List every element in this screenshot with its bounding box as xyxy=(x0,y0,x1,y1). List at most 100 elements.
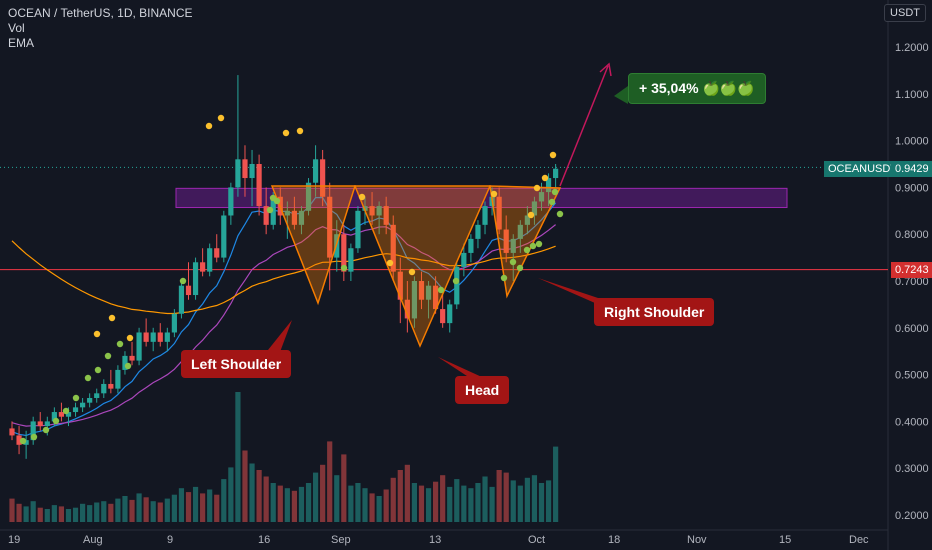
candle-body xyxy=(517,224,523,239)
candle xyxy=(312,145,319,197)
buy-signal-dot xyxy=(340,264,348,272)
candle xyxy=(369,192,375,225)
volume-bar xyxy=(115,498,121,522)
buy-signal-dot xyxy=(556,210,564,218)
x-tick-label: 13 xyxy=(429,534,441,546)
target-arrow-head xyxy=(599,62,612,77)
volume-bar xyxy=(496,470,502,522)
sell-signal-dot xyxy=(541,174,549,182)
candle xyxy=(291,196,297,230)
candle-body xyxy=(23,440,29,445)
buy-signal-dot xyxy=(72,394,80,402)
volume-bar xyxy=(256,470,262,522)
candle xyxy=(348,243,354,281)
candle-body xyxy=(418,281,425,300)
x-tick-label: Aug xyxy=(83,534,103,546)
symbol-title: OCEAN / TetherUS, 1D, BINANCE xyxy=(8,6,193,20)
candle xyxy=(157,323,163,347)
candle xyxy=(30,416,36,445)
candle xyxy=(150,327,156,352)
volume-bar xyxy=(207,489,213,522)
candle xyxy=(235,75,241,197)
candle-body xyxy=(538,192,545,202)
candle xyxy=(545,173,552,207)
buy-signal-dot xyxy=(179,277,187,285)
candle-body xyxy=(553,168,559,179)
buy-signal-dot xyxy=(548,198,556,206)
y-tick-label: 0.2000 xyxy=(895,510,929,522)
volume-bar xyxy=(51,505,57,522)
sell-signal-dot xyxy=(533,184,541,192)
candle-body xyxy=(524,215,530,225)
candle-body xyxy=(228,187,234,216)
buy-signal-dot xyxy=(529,242,537,250)
buy-signal-dot xyxy=(509,258,517,266)
candle-body xyxy=(150,332,156,342)
candle-body xyxy=(115,369,121,389)
candle xyxy=(397,257,403,324)
candle-body xyxy=(87,398,93,403)
volume-bar xyxy=(312,472,319,522)
candle-body xyxy=(136,332,142,361)
candle-body xyxy=(256,164,262,207)
left-shoulder-pattern xyxy=(270,185,357,306)
volume-bar xyxy=(468,488,474,522)
candle-body xyxy=(51,412,57,422)
volume-bar xyxy=(136,493,142,522)
sell-signal-dot xyxy=(527,211,535,219)
candle-body xyxy=(440,309,446,324)
candle-body xyxy=(454,266,460,305)
sell-signal-dot xyxy=(126,334,134,342)
candle xyxy=(249,149,255,207)
volume-bar xyxy=(390,477,396,522)
chart-legend: OCEAN / TetherUS, 1D, BINANCE Vol EMA xyxy=(8,6,193,51)
volume-bar xyxy=(249,463,255,522)
candle xyxy=(341,224,347,281)
candle-body xyxy=(397,271,403,300)
volume-bar xyxy=(524,477,530,522)
volume-bar xyxy=(475,483,481,522)
candle-body xyxy=(242,159,248,179)
candle-body xyxy=(192,262,199,296)
candle-body xyxy=(171,313,177,333)
support-price-tag: 0.7243 xyxy=(891,262,932,278)
volume-bar xyxy=(192,486,199,522)
candle-body xyxy=(545,178,552,193)
candle xyxy=(122,351,128,375)
volume-bar xyxy=(16,503,22,522)
candle-body xyxy=(263,206,269,225)
indicator-vol[interactable]: Vol xyxy=(8,21,25,35)
volume-bar xyxy=(334,475,340,522)
volume-bar xyxy=(94,502,100,522)
x-tick-label: Dec xyxy=(849,534,869,546)
candle-body xyxy=(221,215,227,258)
candle xyxy=(461,243,467,277)
sell-signal-dot xyxy=(386,259,394,267)
candle xyxy=(136,327,142,366)
candle-body xyxy=(383,206,389,225)
head-label: Head xyxy=(455,376,510,404)
volume-bar xyxy=(277,485,283,522)
candle-body xyxy=(94,393,100,398)
candle xyxy=(200,248,206,277)
indicator-ema[interactable]: EMA xyxy=(8,36,35,50)
buy-signal-dot xyxy=(30,433,38,441)
candle xyxy=(214,234,220,263)
gain-callout: + 35,04% 🍏🍏🍏 xyxy=(628,73,766,104)
candle xyxy=(447,299,453,333)
candle xyxy=(433,276,439,314)
volume-bar xyxy=(538,483,545,522)
volume-bar xyxy=(510,480,516,522)
candle xyxy=(178,281,185,319)
candle-body xyxy=(496,196,502,230)
candle xyxy=(80,398,86,413)
volume-bar xyxy=(200,493,206,522)
volume-bar xyxy=(433,481,439,522)
candle xyxy=(108,369,114,394)
candle-body xyxy=(284,210,290,216)
volume-bar xyxy=(291,490,297,522)
currency-unit-badge[interactable]: USDT xyxy=(884,4,926,22)
candle-body xyxy=(178,285,185,314)
volume-bar xyxy=(298,486,305,522)
